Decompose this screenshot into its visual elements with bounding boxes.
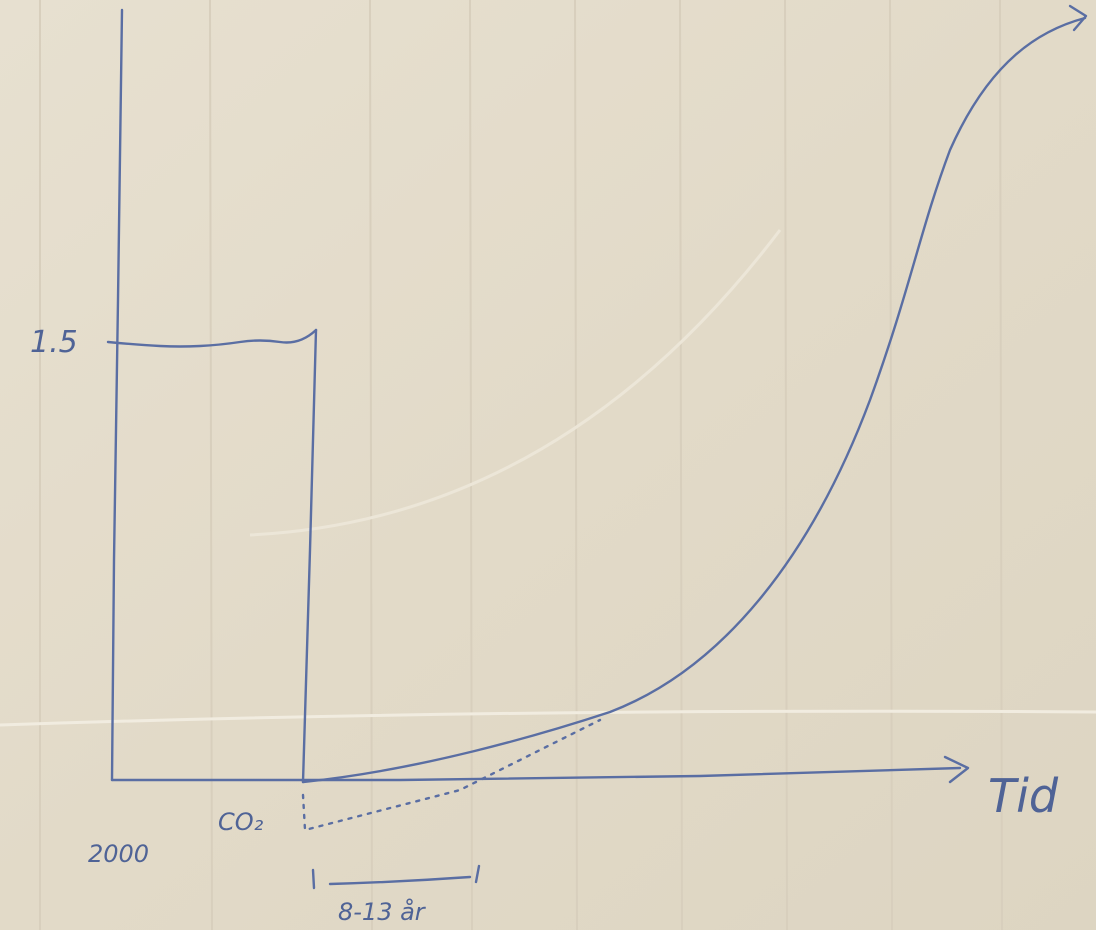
x-axis-label: Tid: [988, 769, 1059, 823]
x-axis-arrow: [943, 755, 970, 784]
y-value-label: 1.5: [30, 325, 78, 360]
marker-label: CO₂: [218, 808, 264, 836]
curve-arrow: [1068, 4, 1088, 32]
x-axis: [110, 766, 962, 782]
box-top: [106, 328, 318, 348]
x-start-label: 2000: [88, 840, 149, 868]
box-side: [301, 328, 318, 784]
interval-label: 8-13 år: [338, 897, 427, 926]
bracket-left: [311, 868, 316, 890]
dotted-line: [301, 718, 602, 832]
growth-curve: [301, 16, 1087, 784]
drawing: [106, 4, 1088, 890]
y-axis: [110, 8, 124, 782]
bracket-line: [328, 875, 472, 886]
bracket-right: [474, 864, 481, 884]
